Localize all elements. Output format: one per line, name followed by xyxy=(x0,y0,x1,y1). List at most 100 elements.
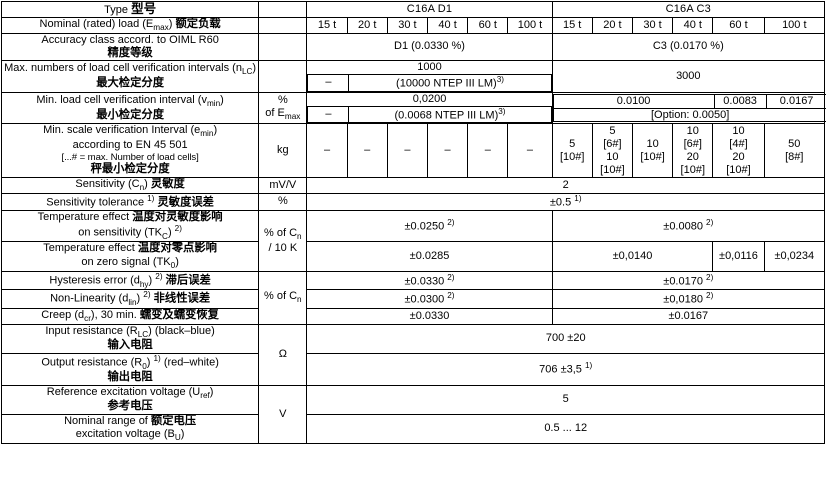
nlc-d1-dash: – xyxy=(307,74,350,92)
table-row-nominal-load: Nominal (rated) load (Emax) 额定负载 15 t 20… xyxy=(0,16,826,34)
value-accuracy-class-d1: D1 (0.0330 %) xyxy=(306,32,553,62)
value-footnote: 1) xyxy=(574,193,582,203)
value-tkc-d1: ±0.0250 2) xyxy=(306,209,553,243)
emin-c3-30t: 10 [10#] xyxy=(631,123,674,178)
label-subscript: lin xyxy=(128,298,137,308)
value-tk0-d1: ±0.0285 xyxy=(306,241,553,272)
label-text-cn: 额定电压 xyxy=(150,414,197,427)
label-subscript: 0 xyxy=(142,361,147,371)
table-row-creep: Creep (dcr), 30 min. 蠕变及蠕变恢复 ±0.0330 ±0.… xyxy=(0,307,826,325)
unit-line1: % of C xyxy=(264,226,298,239)
label-note: [...# = max. Number of load cells] xyxy=(61,152,199,164)
row-label-max-verification-intervals: Max. numbers of load cell verification i… xyxy=(0,60,260,93)
model-header-d1: C16A D1 xyxy=(306,1,553,18)
table-row-sensitivity-tolerance: Sensitivity tolerance 1) 灵敏度误差 % ±0.5 1) xyxy=(0,192,825,211)
label-text-en2: ) xyxy=(144,177,151,190)
vmin-c3-layout: 0.0100 0.0083 0.0167 [Option: 0.0050] xyxy=(552,93,826,123)
table-row-reference-excitation-voltage: Reference excitation voltage (Uref) 参考电压 … xyxy=(0,384,825,444)
nlc-d1-ntep-text: (10000 NTEP III LM) xyxy=(396,77,497,90)
label-footnote: 2) xyxy=(155,271,163,281)
label-text-cn: 蠕变及蠕变恢复 xyxy=(139,308,219,321)
label-subscript: cr xyxy=(84,313,91,323)
load-cell-specification-table: Type 型号 C16A D1 C16A C3 Nominal (rated) … xyxy=(0,1,826,444)
label-text-cn: 输入电阻 xyxy=(107,339,153,352)
type-label-cn: 型号 xyxy=(131,2,157,16)
unit-header-cell xyxy=(258,1,308,18)
label-footnote: 2) xyxy=(143,290,151,300)
label-text-cn: 最小检定分度 xyxy=(96,108,164,121)
unit-subscript: max xyxy=(284,112,301,122)
emin-c3-60t: 10 [4#] 20 [10#] xyxy=(712,123,765,178)
label-subscript: min xyxy=(206,99,221,109)
value-footnote: 2) xyxy=(706,218,714,228)
unit-cell-sensitivity: mV/V xyxy=(258,176,308,194)
label-text-cn: 精度等级 xyxy=(107,46,153,59)
label-text-cn: 非线性误差 xyxy=(153,292,211,305)
value-tk0-c3-15t-40t: ±0,0140 xyxy=(551,241,714,272)
value-text: ±0.0170 xyxy=(663,275,707,288)
table-row-accuracy-class: Accuracy class accord. to OIML R60 精度等级 D… xyxy=(0,32,826,62)
label-text-en: Nominal range of xyxy=(64,414,151,427)
emin-c3-40t: 10 [6#] 20 [10#] xyxy=(672,123,714,178)
label-text-cn: 额定负载 xyxy=(175,17,221,30)
label-text-en: Temperature effect xyxy=(43,242,138,255)
label-subscript: C xyxy=(162,231,168,241)
type-header-label: Type 型号 xyxy=(0,1,260,18)
emin-d1-40t: – xyxy=(426,123,469,178)
label-text-cn: 最大检定分度 xyxy=(96,77,164,90)
nlc-d1-ntep: (10000 NTEP III LM)3) xyxy=(348,74,552,92)
value-hysteresis-c3: ±0.0170 2) xyxy=(551,270,826,291)
label-text-en: Sensitivity tolerance xyxy=(46,196,148,209)
capacity-d1-20t: 20 t xyxy=(346,16,388,34)
value-output-resistance: 706 ±3,5 1) xyxy=(306,352,825,386)
unit-cell-max-verification-intervals xyxy=(258,60,308,93)
table-row-nominal-range-excitation-voltage: Nominal range of 额定电压 excitation voltage … xyxy=(0,413,825,444)
label-text-en: Nominal (rated) load (E xyxy=(39,17,154,30)
emin-d1-15t: – xyxy=(306,123,348,178)
label-text-cn: 秤最小检定分度 xyxy=(90,163,170,176)
unit-subscript: n xyxy=(297,231,302,241)
label-text-en3: on sensitivity (TK xyxy=(78,226,163,239)
row-label-reference-excitation-voltage: Reference excitation voltage (Uref) 参考电压 xyxy=(0,384,260,415)
vmin-c3-option: [Option: 0.0050] xyxy=(552,107,826,123)
table-row-temperature-effect-sensitivity: Temperature effect 温度对灵敏度影响 on sensitivit… xyxy=(0,209,826,272)
unit-cell-vmin: % of Emax xyxy=(258,91,308,125)
label-text-en: Temperature effect xyxy=(37,210,133,223)
label-subscript: min xyxy=(200,129,214,139)
emin-d1-100t: – xyxy=(507,123,553,178)
label-subscript: ref xyxy=(200,390,210,400)
value-vmin-d1: 0,0200 – (0.0068 NTEP III LM)3) xyxy=(306,91,553,125)
table-row-hysteresis-error: Hysteresis error (dhy) 2) 滞后误差 % of Cn ±… xyxy=(0,270,826,325)
capacity-c3-100t: 100 t xyxy=(763,16,826,34)
value-non-linearity-c3: ±0,0180 2) xyxy=(551,289,826,309)
label-subscript: LC xyxy=(241,67,253,77)
label-text-en2: ) xyxy=(213,124,218,137)
label-text-en: Sensitivity (C xyxy=(75,177,140,190)
capacity-c3-30t: 30 t xyxy=(631,16,674,34)
table-row-output-resistance: Output resistance (R0) 1) (red–white) 输出电… xyxy=(0,352,825,386)
type-label-en: Type xyxy=(104,4,128,16)
capacity-d1-60t: 60 t xyxy=(467,16,509,34)
unit-cell-ohm: Ω xyxy=(258,323,308,386)
value-text: ±0.0300 xyxy=(404,293,448,306)
vmin-d1-ntep: (0.0068 NTEP III LM)3) xyxy=(348,105,552,124)
value-footnote: 2) xyxy=(706,272,714,282)
label-footnote: 1) xyxy=(147,193,155,203)
nlc-d1-split: – (10000 NTEP III LM)3) xyxy=(307,74,552,92)
table-row-min-load-cell-verification-interval: Min. load cell verification interval (vm… xyxy=(0,91,826,125)
table-row-type-header: Type 型号 C16A D1 C16A C3 xyxy=(0,1,826,18)
label-note-inline: (red–white) xyxy=(163,356,219,369)
value-hysteresis-d1: ±0.0330 2) xyxy=(306,270,553,291)
label-text-cn: 温度对灵敏度影响 xyxy=(132,210,223,223)
value-text: ±0.0250 xyxy=(404,220,448,233)
row-label-sensitivity-tolerance: Sensitivity tolerance 1) 灵敏度误差 xyxy=(0,192,260,211)
unit-cell-percent-cn: % of Cn xyxy=(258,270,308,325)
value-text: ±0.5 xyxy=(549,196,575,209)
vmin-c3-option-row: [Option: 0.0050] xyxy=(552,107,826,123)
label-text-en3: excitation voltage (B xyxy=(75,428,175,441)
label-text-en2: ) xyxy=(209,385,214,398)
capacity-d1-100t: 100 t xyxy=(507,16,553,34)
label-text-en4: ) xyxy=(180,428,185,441)
label-text-en2: ) xyxy=(148,324,155,337)
row-label-temperature-effect-zero: Temperature effect 温度对零点影响 on zero signal… xyxy=(0,241,260,272)
